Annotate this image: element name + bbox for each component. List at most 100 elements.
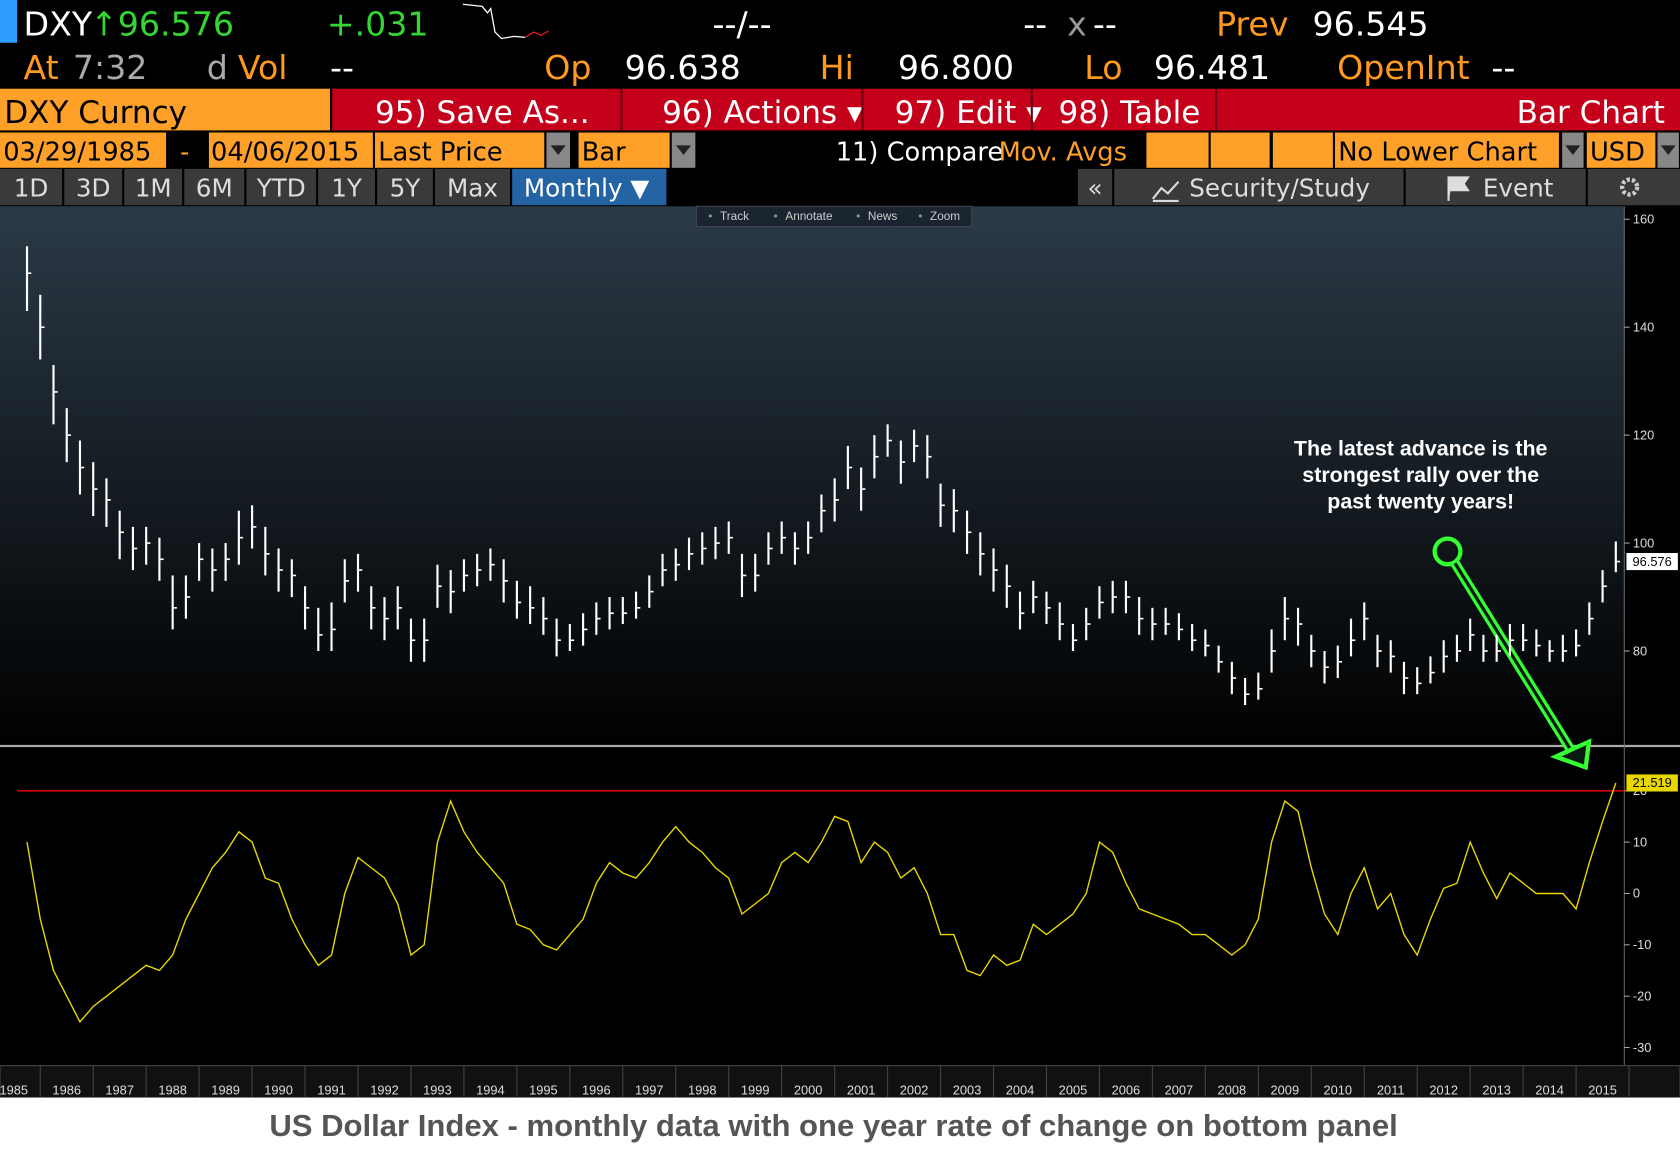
x-tick-label: 1989 bbox=[211, 1082, 240, 1097]
x-tick-label: 2013 bbox=[1482, 1082, 1511, 1097]
y-tick-label: 100 bbox=[1633, 535, 1654, 550]
lower-chart-select[interactable] bbox=[1335, 132, 1559, 168]
d-label: d bbox=[207, 48, 228, 87]
x-tick-label: 1987 bbox=[105, 1082, 134, 1097]
y-tick-label: -10 bbox=[1633, 937, 1652, 952]
tool-icon: • bbox=[707, 210, 713, 223]
low-label: Lo bbox=[1084, 48, 1122, 87]
period-button[interactable] bbox=[377, 168, 433, 206]
start-field[interactable] bbox=[0, 132, 167, 168]
style[interactable]: Bar bbox=[582, 137, 626, 167]
last-price-tag bbox=[1626, 553, 1678, 571]
field[interactable]: Last Price bbox=[378, 137, 502, 167]
x-axis-strip bbox=[0, 1065, 1680, 1099]
frequency[interactable]: Monthly ▼ bbox=[524, 174, 650, 203]
event-button[interactable] bbox=[1405, 168, 1586, 206]
period[interactable]: YTD bbox=[256, 174, 306, 203]
x-tick-label: 2009 bbox=[1271, 1082, 1300, 1097]
currency[interactable]: USD bbox=[1590, 137, 1645, 167]
period[interactable]: Max bbox=[447, 174, 498, 203]
x-tick-label: 1999 bbox=[741, 1082, 770, 1097]
x-tick-label: 2015 bbox=[1588, 1082, 1617, 1097]
vol-label: Vol bbox=[238, 48, 288, 87]
tool[interactable]: Track bbox=[720, 210, 749, 223]
moving-averages[interactable]: Mov. Avgs bbox=[999, 137, 1127, 167]
period[interactable]: 1M bbox=[135, 174, 172, 203]
caption-area bbox=[0, 1097, 1680, 1150]
tool[interactable]: Annotate bbox=[785, 210, 833, 223]
arrow-head bbox=[1549, 738, 1592, 771]
arrow-shaft-inner bbox=[1453, 562, 1572, 749]
y-tick-label: -30 bbox=[1633, 1040, 1652, 1055]
tool-icon: • bbox=[772, 210, 778, 223]
period[interactable]: 6M bbox=[196, 174, 233, 203]
x-tick-label: 1995 bbox=[529, 1082, 558, 1097]
vol-value: -- bbox=[330, 48, 354, 87]
last-value-tag-label: 21.519 bbox=[1632, 775, 1671, 790]
lower-chart[interactable]: No Lower Chart bbox=[1338, 137, 1537, 167]
y-tick-label: 160 bbox=[1633, 212, 1654, 227]
change: +.031 bbox=[327, 4, 429, 43]
high-label: Hi bbox=[820, 48, 854, 87]
x-tick-label: 2000 bbox=[794, 1082, 823, 1097]
open-interest-label: OpenInt bbox=[1337, 48, 1470, 87]
collapse-button[interactable] bbox=[1077, 168, 1113, 206]
study-slot[interactable] bbox=[1210, 132, 1270, 168]
tool[interactable]: News bbox=[868, 210, 898, 223]
menu-item[interactable]: 97) Edit ▾ bbox=[895, 95, 1043, 131]
period-button[interactable] bbox=[0, 168, 63, 206]
x-tick-label: 2005 bbox=[1059, 1082, 1088, 1097]
period[interactable]: 5Y bbox=[390, 174, 422, 203]
x-tick-label: 2011 bbox=[1377, 1082, 1405, 1097]
x-tick-label: 1988 bbox=[158, 1082, 187, 1097]
event[interactable]: Event bbox=[1483, 174, 1554, 203]
focus-marker bbox=[0, 0, 18, 43]
x-tick-label: 1998 bbox=[688, 1082, 717, 1097]
open-interest-value: -- bbox=[1491, 48, 1515, 87]
security[interactable]: DXY Curncy bbox=[4, 95, 187, 131]
period-button[interactable] bbox=[184, 168, 245, 206]
period[interactable]: 1D bbox=[14, 174, 49, 203]
compare[interactable]: 11) Compare bbox=[836, 137, 1004, 167]
period-button[interactable] bbox=[124, 168, 183, 206]
end-date[interactable]: 04/06/2015 bbox=[211, 137, 359, 167]
last-value-tag bbox=[1626, 774, 1678, 792]
study[interactable]: Security/Study bbox=[1189, 174, 1370, 203]
style-select[interactable] bbox=[578, 132, 670, 168]
security-field[interactable] bbox=[0, 88, 330, 131]
settings-button[interactable] bbox=[1587, 168, 1680, 206]
study-slot[interactable] bbox=[1272, 132, 1333, 168]
x-tick-label: 1996 bbox=[582, 1082, 611, 1097]
end-field[interactable] bbox=[208, 132, 373, 168]
dropdown-arrow bbox=[676, 145, 692, 155]
period-button[interactable] bbox=[64, 168, 123, 206]
field-select[interactable] bbox=[375, 132, 545, 168]
menu-item[interactable]: 95) Save As... bbox=[375, 95, 590, 131]
x-tick-label: 1992 bbox=[370, 1082, 399, 1097]
period[interactable]: 3D bbox=[76, 174, 111, 203]
period-button[interactable] bbox=[246, 168, 317, 206]
x-tick-label: 2004 bbox=[1006, 1082, 1035, 1097]
x-tick-label: 1985 bbox=[0, 1082, 28, 1097]
start-date[interactable]: 03/29/1985 bbox=[3, 137, 151, 167]
x-tick-label: 2014 bbox=[1535, 1082, 1564, 1097]
currency-select[interactable] bbox=[1586, 132, 1656, 168]
menu-item[interactable]: 96) Actions ▾ bbox=[662, 95, 863, 131]
tool[interactable]: Zoom bbox=[930, 210, 960, 223]
menu-item[interactable]: 98) Table bbox=[1059, 95, 1201, 131]
x-tick-label: 2010 bbox=[1323, 1082, 1352, 1097]
period-button[interactable] bbox=[318, 168, 375, 206]
study-button[interactable] bbox=[1114, 168, 1404, 206]
collapse[interactable]: « bbox=[1087, 174, 1102, 203]
price-panel bbox=[0, 206, 1625, 747]
study-slot[interactable] bbox=[1146, 132, 1209, 168]
period-button[interactable] bbox=[435, 168, 510, 206]
frequency-button[interactable] bbox=[512, 168, 667, 206]
event-icon bbox=[1447, 176, 1470, 201]
period[interactable]: 1Y bbox=[331, 174, 363, 203]
size-left: -- bbox=[1023, 4, 1047, 43]
last-price: ↑96.576 bbox=[90, 4, 234, 43]
dropdown-arrow bbox=[1660, 145, 1676, 155]
tool-icon: • bbox=[917, 210, 923, 223]
